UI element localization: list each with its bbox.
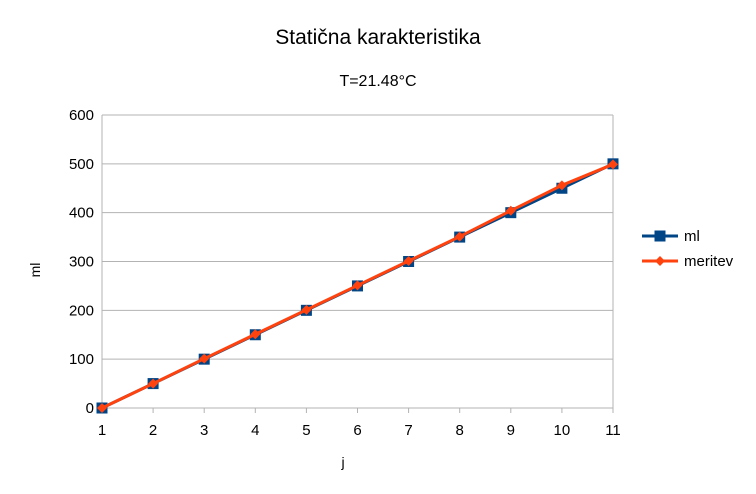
x-tick-label: 1	[98, 422, 106, 439]
y-tick-label: 100	[69, 351, 94, 368]
gridlines	[102, 114, 613, 409]
series-layer	[96, 158, 619, 414]
x-tick-label: 7	[404, 422, 412, 439]
data-point-meritev	[556, 180, 567, 191]
chart-subtitle: T=21.48°C	[339, 73, 416, 90]
y-tick-label: 400	[69, 205, 94, 222]
tick-labels: 0 100 200 300 400 500 600 1 2 3 4 5 6 7 8 9 10 11	[69, 107, 621, 439]
y-tick-label: 0	[86, 400, 94, 417]
x-tick-label: 6	[353, 422, 361, 439]
data-point-meritev	[97, 403, 107, 413]
x-tick-label: 4	[251, 422, 259, 439]
y-tick-label: 600	[69, 107, 94, 124]
y-tick-label: 300	[69, 254, 94, 271]
data-point-meritev	[148, 378, 159, 389]
legend: ml meritev	[642, 228, 734, 270]
y-axis-label: ml	[27, 263, 43, 278]
x-tick-label: 8	[456, 422, 464, 439]
data-point-meritev	[505, 205, 516, 216]
x-axis-label: j	[340, 454, 344, 470]
legend-marker-ml	[654, 230, 666, 242]
data-point-meritev	[608, 159, 618, 170]
legend-marker-meritev	[655, 256, 665, 266]
x-tick-label: 2	[149, 422, 157, 439]
data-point-meritev	[250, 329, 261, 340]
legend-label-ml: ml	[684, 228, 700, 245]
y-tick-label: 500	[69, 156, 94, 173]
x-tick-label: 11	[605, 422, 621, 439]
legend-label-meritev: meritev	[684, 253, 734, 270]
x-tick-label: 3	[200, 422, 208, 439]
data-point-meritev	[301, 304, 312, 315]
data-point-meritev	[199, 353, 210, 364]
y-tick-label: 200	[69, 302, 94, 319]
x-tick-label: 5	[302, 422, 310, 439]
data-point-meritev	[454, 231, 465, 242]
axes	[101, 115, 614, 413]
chart-title: Statična karakteristika	[275, 26, 481, 49]
data-point-meritev	[352, 280, 363, 291]
data-point-meritev	[403, 256, 414, 267]
x-tick-label: 10	[554, 422, 571, 439]
x-tick-label: 9	[507, 422, 515, 439]
